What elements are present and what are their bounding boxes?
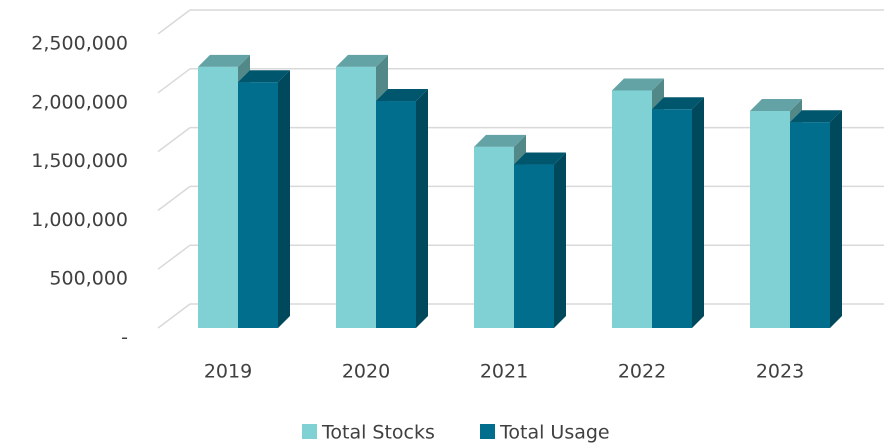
bar-top bbox=[336, 54, 388, 67]
bar-top bbox=[790, 110, 842, 123]
grid-line bbox=[157, 68, 191, 94]
grid-line bbox=[157, 244, 191, 270]
x-tick-label: 2022 bbox=[618, 361, 666, 383]
bar-side bbox=[830, 110, 842, 328]
bar bbox=[198, 66, 238, 328]
y-tick-label: 1,000,000 bbox=[31, 209, 128, 231]
bar-side bbox=[416, 89, 428, 328]
y-tick-label: 2,500,000 bbox=[31, 33, 128, 55]
bar bbox=[474, 146, 514, 328]
legend-swatch bbox=[480, 424, 495, 439]
bar-top bbox=[750, 99, 802, 112]
y-tick-label: 2,000,000 bbox=[31, 91, 128, 113]
x-tick-label: 2020 bbox=[342, 361, 390, 383]
bar-top bbox=[652, 97, 704, 110]
bar-top bbox=[376, 89, 428, 102]
grid-line bbox=[157, 126, 191, 153]
x-tick-label: 2023 bbox=[756, 361, 804, 383]
bar bbox=[612, 90, 652, 328]
bar-side bbox=[278, 70, 290, 328]
legend-label: Total Usage bbox=[499, 422, 610, 444]
bar-top bbox=[612, 78, 664, 91]
bar bbox=[514, 164, 554, 328]
bar-top bbox=[238, 70, 290, 83]
bar bbox=[790, 122, 830, 328]
x-tick-label: 2019 bbox=[204, 361, 252, 383]
bar-top bbox=[514, 152, 566, 165]
grid-line bbox=[157, 9, 191, 35]
bar bbox=[750, 111, 790, 328]
x-tick-label: 2021 bbox=[480, 361, 528, 383]
bar bbox=[376, 101, 416, 328]
bar-top bbox=[474, 134, 526, 147]
bar-top bbox=[198, 54, 250, 67]
bar bbox=[652, 109, 692, 328]
y-tick-label: 500,000 bbox=[49, 268, 128, 290]
bar bbox=[336, 66, 376, 328]
legend-label: Total Stocks bbox=[321, 422, 435, 444]
legend-swatch bbox=[302, 424, 317, 439]
y-tick-label: - bbox=[121, 327, 128, 349]
grid-line bbox=[157, 303, 191, 329]
bar bbox=[238, 82, 278, 328]
bar-side bbox=[692, 97, 704, 328]
y-tick-label: 1,500,000 bbox=[31, 150, 128, 172]
bar-side bbox=[554, 152, 566, 328]
grid-line bbox=[157, 185, 191, 211]
